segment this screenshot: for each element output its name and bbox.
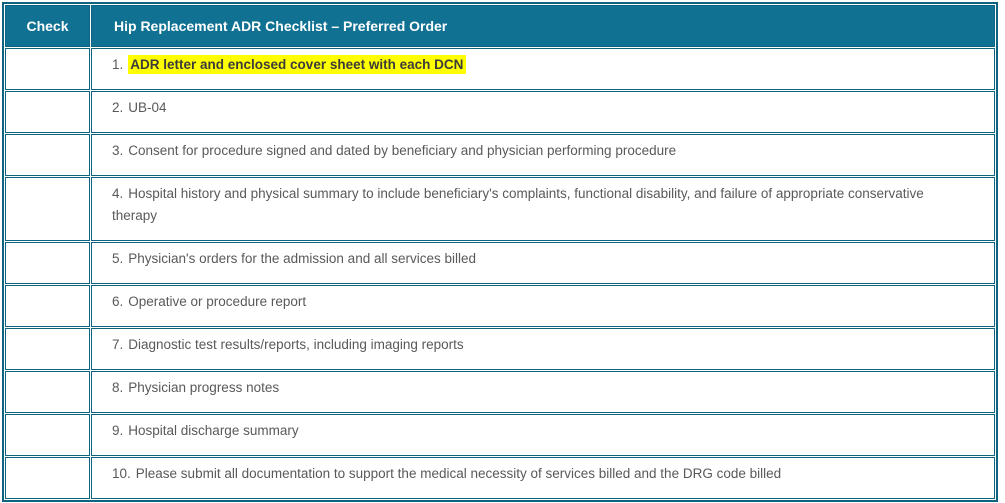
item-text: Hospital discharge summary <box>128 423 299 438</box>
item-number: 3. <box>112 143 124 158</box>
item-text: Physician's orders for the admission and… <box>128 251 477 266</box>
checklist-title-header: Hip Replacement ADR Checklist – Preferre… <box>91 5 995 47</box>
item-number: 7. <box>112 337 124 352</box>
item-number: 1. <box>112 57 124 72</box>
check-cell <box>5 134 90 176</box>
header-row: Check Hip Replacement ADR Checklist – Pr… <box>5 5 995 47</box>
item-number: 2. <box>112 100 124 115</box>
item-text: UB-04 <box>128 100 167 115</box>
item-cell: 3. Consent for procedure signed and dated… <box>91 134 995 176</box>
check-cell <box>5 414 90 456</box>
item-cell: 4. Hospital history and physical summary … <box>91 177 995 241</box>
check-cell <box>5 177 90 241</box>
checklist-row: 9. Hospital discharge summary <box>5 414 995 456</box>
item-number: 10. <box>112 466 131 481</box>
item-cell: 9. Hospital discharge summary <box>91 414 995 456</box>
check-cell <box>5 371 90 413</box>
item-cell: 10. Please submit all documentation to su… <box>91 457 995 499</box>
checklist-row: 1. ADR letter and enclosed cover sheet wi… <box>5 48 995 90</box>
item-number: 4. <box>112 186 124 201</box>
checklist-row: 6. Operative or procedure report <box>5 285 995 327</box>
item-text: Diagnostic test results/reports, includi… <box>128 337 464 352</box>
item-number: 6. <box>112 294 124 309</box>
item-text: Please submit all documentation to suppo… <box>135 466 782 481</box>
item-text-highlighted: ADR letter and enclosed cover sheet with… <box>128 55 467 74</box>
checklist-row: 2. UB-04 <box>5 91 995 133</box>
item-text: Operative or procedure report <box>128 294 307 309</box>
check-column-header: Check <box>5 5 90 47</box>
item-cell: 8. Physician progress notes <box>91 371 995 413</box>
checklist-row: 8. Physician progress notes <box>5 371 995 413</box>
checklist-row: 10. Please submit all documentation to su… <box>5 457 995 499</box>
check-cell <box>5 91 90 133</box>
item-number: 9. <box>112 423 124 438</box>
checklist-row: 7. Diagnostic test results/reports, inclu… <box>5 328 995 370</box>
checklist-row: 3. Consent for procedure signed and dated… <box>5 134 995 176</box>
checklist-row: 5. Physician's orders for the admission a… <box>5 242 995 284</box>
item-cell: 7. Diagnostic test results/reports, inclu… <box>91 328 995 370</box>
item-cell: 6. Operative or procedure report <box>91 285 995 327</box>
check-cell <box>5 328 90 370</box>
checklist-row: 4. Hospital history and physical summary … <box>5 177 995 241</box>
item-text: Consent for procedure signed and dated b… <box>128 143 677 158</box>
item-number: 5. <box>112 251 124 266</box>
check-cell <box>5 48 90 90</box>
item-cell: 5. Physician's orders for the admission a… <box>91 242 995 284</box>
item-cell: 1. ADR letter and enclosed cover sheet wi… <box>91 48 995 90</box>
item-cell: 2. UB-04 <box>91 91 995 133</box>
check-cell <box>5 242 90 284</box>
item-text: Hospital history and physical summary to… <box>112 186 924 223</box>
check-cell <box>5 457 90 499</box>
item-text: Physician progress notes <box>128 380 280 395</box>
check-cell <box>5 285 90 327</box>
item-number: 8. <box>112 380 124 395</box>
